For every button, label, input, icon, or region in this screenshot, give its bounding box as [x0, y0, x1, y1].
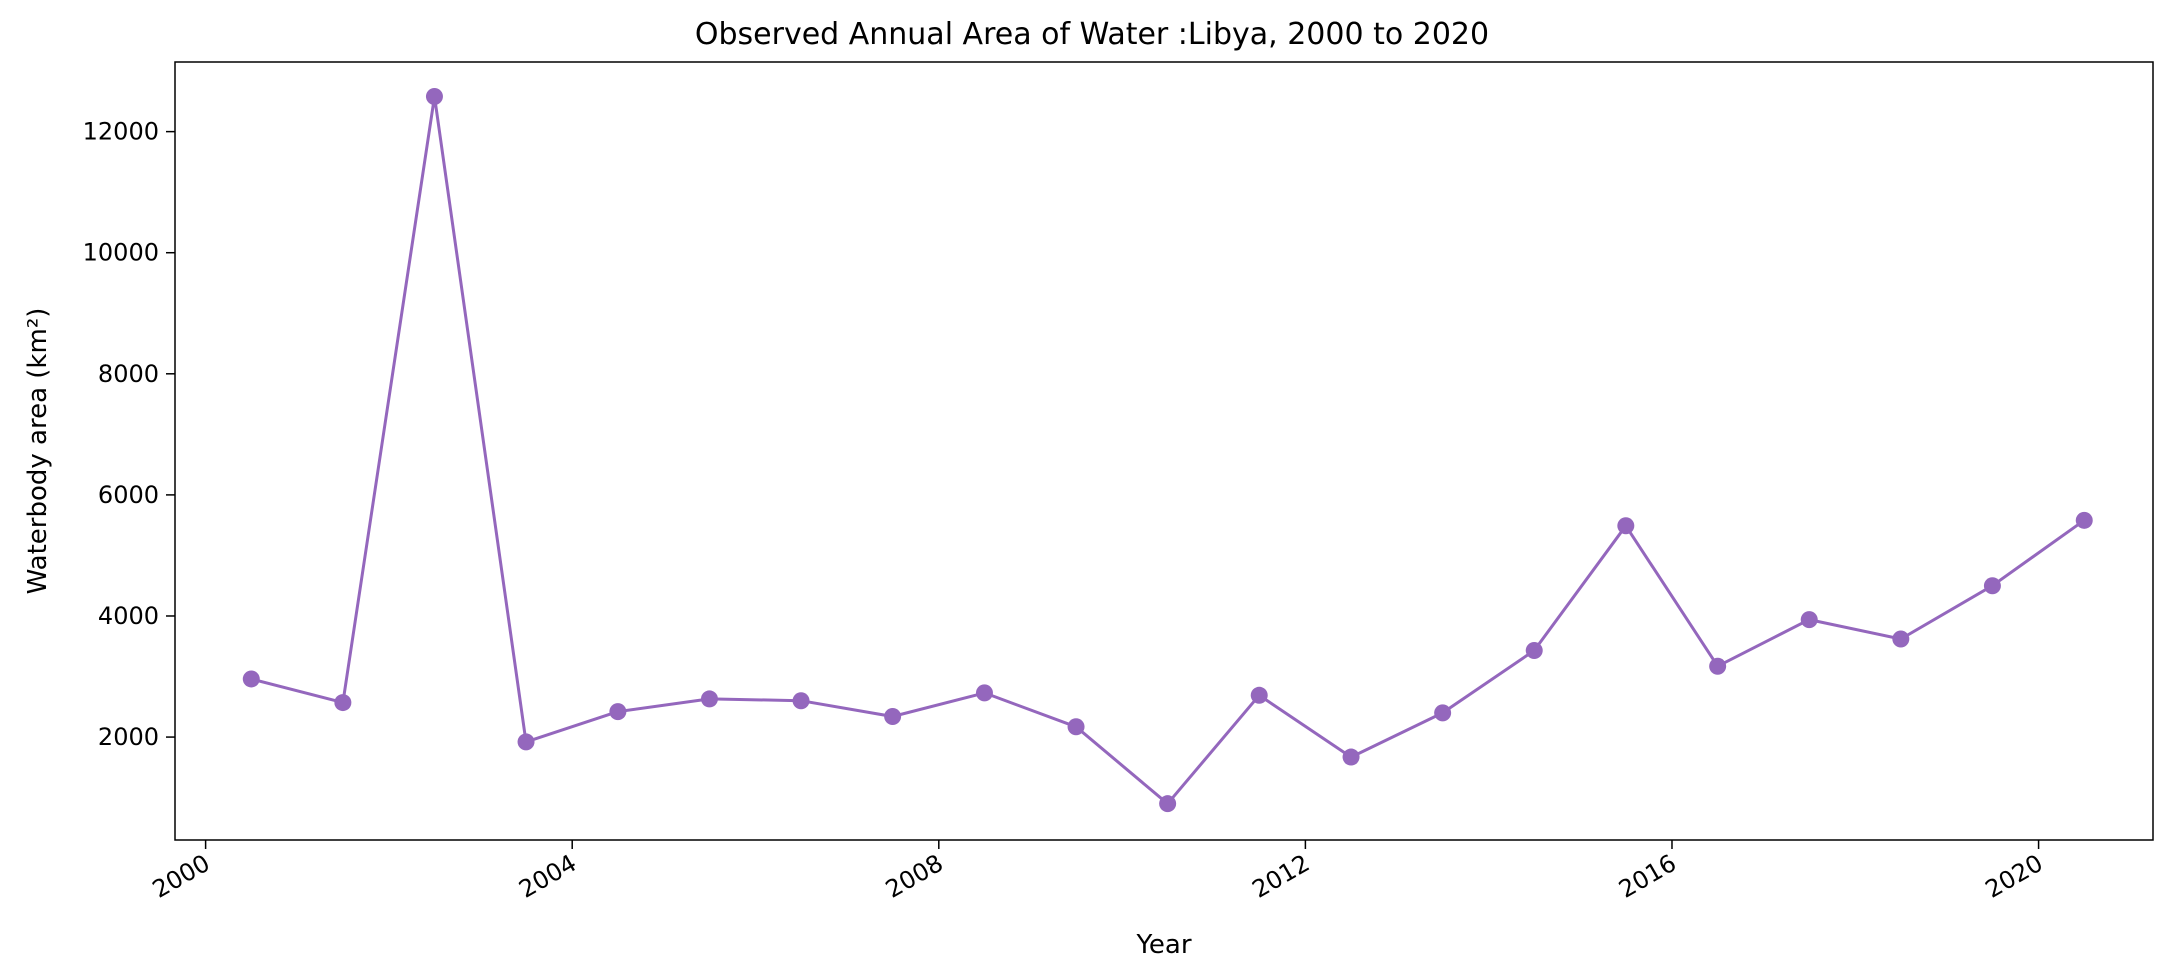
x-tick-label: 2012: [1247, 849, 1314, 904]
data-point: [517, 733, 535, 751]
x-tick-label: 2016: [1614, 849, 1681, 904]
y-axis: 2000 4000 6000 8000 10000 12000: [83, 118, 175, 751]
x-tick-label: 2020: [1981, 849, 2048, 904]
x-tick-label: 2000: [148, 849, 215, 904]
data-point: [1617, 517, 1635, 535]
data-point: [1434, 704, 1452, 722]
x-tick-label: 2004: [514, 849, 581, 904]
y-tick-label: 10000: [83, 239, 159, 267]
data-point: [334, 694, 352, 712]
y-tick-label: 2000: [98, 723, 159, 751]
plot-area: [174, 61, 2154, 841]
data-point: [1250, 686, 1268, 704]
data-point: [1892, 630, 1910, 648]
y-tick-label: 8000: [98, 360, 159, 388]
y-tick-label: 6000: [98, 481, 159, 509]
x-axis: 2000 2004 2008 2012 2016 2020: [148, 840, 2048, 904]
y-axis-label: Waterbody area (km²): [23, 308, 53, 595]
data-point: [242, 670, 260, 688]
data-point: [1800, 611, 1818, 629]
y-tick-label: 12000: [83, 118, 159, 146]
data-point: [884, 707, 902, 725]
data-point: [792, 692, 810, 710]
data-point: [1709, 657, 1727, 675]
data-point: [1983, 577, 2001, 595]
data-point: [425, 88, 443, 106]
x-axis-label: Year: [1135, 930, 1191, 960]
data-point: [1525, 641, 1543, 659]
series-line: [250, 95, 2086, 806]
data-point: [609, 703, 627, 721]
data-point: [1342, 748, 1360, 766]
data-point: [2075, 511, 2093, 529]
data-point: [700, 690, 718, 708]
y-tick-label: 4000: [98, 602, 159, 630]
x-tick-label: 2008: [881, 849, 948, 904]
data-point: [1159, 795, 1177, 813]
chart-title: Observed Annual Area of Water :Libya, 20…: [695, 17, 1489, 52]
data-point: [1067, 718, 1085, 736]
series-layer: [242, 88, 2093, 813]
data-point: [975, 684, 993, 702]
